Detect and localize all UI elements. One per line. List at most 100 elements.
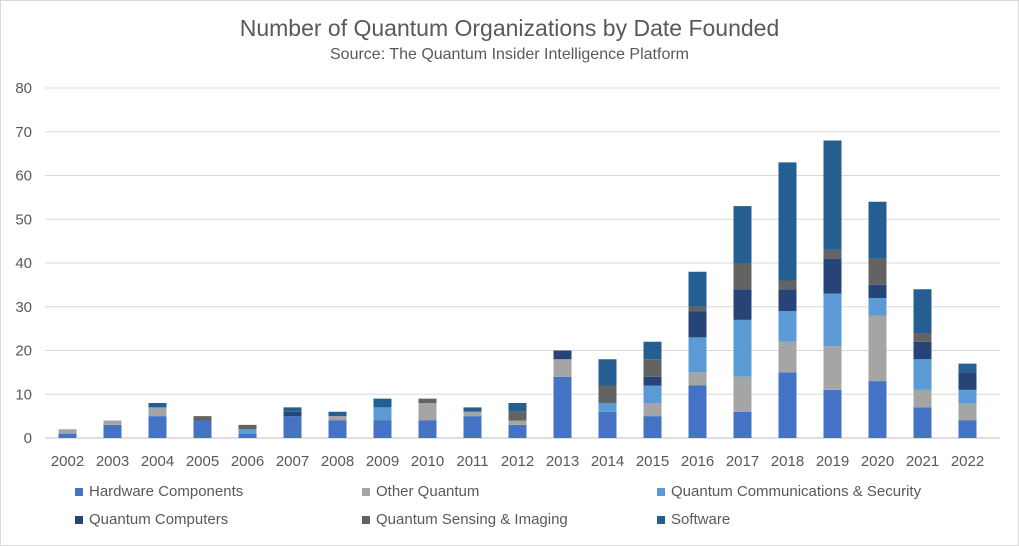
bar-segment-quantum-computers-2019	[823, 258, 842, 294]
bar-segment-hardware-components-2013	[553, 376, 572, 438]
bar-segment-quantum-sensing-imaging-2016	[688, 306, 707, 312]
bar-segment-other-quantum-2008	[328, 416, 347, 421]
x-tick-label: 2005	[186, 453, 219, 470]
bar-segment-other-quantum-2016	[688, 372, 707, 386]
y-tick-label: 40	[15, 255, 32, 272]
legend-label: Quantum Communications & Security	[671, 483, 922, 500]
bar-segment-other-quantum-2019	[823, 346, 842, 390]
bar-segment-quantum-communications-security-2020	[868, 298, 887, 316]
bar-segment-quantum-sensing-imaging-2021	[913, 333, 932, 342]
bar-segment-quantum-computers-2017	[733, 289, 752, 320]
bar-segment-quantum-communications-security-2019	[823, 293, 842, 347]
bar-segment-quantum-sensing-imaging-2010	[418, 398, 437, 403]
bar-segment-quantum-sensing-imaging-2014	[598, 385, 617, 403]
bar-segment-quantum-sensing-imaging-2019	[823, 249, 842, 259]
bar-segment-quantum-communications-security-2009	[373, 407, 392, 421]
bar-segment-quantum-computers-2021	[913, 341, 932, 360]
bar-segment-quantum-communications-security-2021	[913, 359, 932, 390]
bar-segment-quantum-sensing-imaging-2005	[193, 416, 212, 421]
bar-segment-quantum-computers-2020	[868, 284, 887, 298]
legend-label: Hardware Components	[89, 483, 244, 500]
bar-segment-software-2016	[688, 271, 707, 307]
bar-segment-software-2019	[823, 140, 842, 250]
bar-segment-other-quantum-2021	[913, 389, 932, 408]
bar-segment-hardware-components-2012	[508, 424, 527, 438]
legend-item: Hardware Components	[75, 483, 243, 500]
legend-item: Software	[657, 511, 730, 528]
bar-segment-other-quantum-2002	[58, 429, 77, 434]
bar-segment-software-2014	[598, 359, 617, 386]
bar-segment-quantum-communications-security-2014	[598, 403, 617, 412]
bar-segment-quantum-sensing-imaging-2015	[643, 359, 662, 377]
bar-segment-software-2011	[463, 407, 482, 412]
bar-segment-hardware-components-2010	[418, 420, 437, 438]
bar-segment-software-2020	[868, 201, 887, 259]
bar-segment-hardware-components-2006	[238, 433, 257, 438]
bar-segment-quantum-communications-security-2018	[778, 311, 797, 342]
bar-segment-hardware-components-2018	[778, 372, 797, 438]
bar-segment-quantum-computers-2018	[778, 289, 797, 312]
x-tick-label: 2019	[816, 453, 849, 470]
bar-segment-other-quantum-2011	[463, 411, 482, 417]
bar-segment-hardware-components-2016	[688, 385, 707, 438]
bar-segment-hardware-components-2005	[193, 420, 212, 438]
x-tick-label: 2003	[96, 453, 129, 470]
bar-segment-quantum-sensing-imaging-2012	[508, 411, 527, 421]
legend-label: Quantum Sensing & Imaging	[376, 511, 568, 528]
x-tick-label: 2007	[276, 453, 309, 470]
bar-segment-software-2007	[283, 407, 302, 412]
y-tick-label: 30	[15, 299, 32, 316]
legend-item: Quantum Computers	[75, 511, 228, 528]
bar-segment-software-2015	[643, 341, 662, 360]
bar-segment-hardware-components-2022	[958, 420, 977, 438]
bar-segment-quantum-communications-security-2015	[643, 385, 662, 403]
x-tick-label: 2012	[501, 453, 534, 470]
x-tick-label: 2002	[51, 453, 84, 470]
bar-segment-other-quantum-2017	[733, 376, 752, 412]
bar-segment-other-quantum-2010	[418, 403, 437, 421]
x-tick-label: 2022	[951, 453, 984, 470]
bar-segment-quantum-computers-2013	[553, 350, 572, 360]
bar-segment-other-quantum-2004	[148, 407, 167, 417]
bar-segment-other-quantum-2022	[958, 403, 977, 421]
bar-segment-hardware-components-2020	[868, 381, 887, 438]
legend-label: Quantum Computers	[89, 511, 229, 528]
x-tick-label: 2015	[636, 453, 669, 470]
bar-segment-other-quantum-2015	[643, 403, 662, 417]
bar-segment-hardware-components-2011	[463, 416, 482, 438]
bar-segment-software-2004	[148, 403, 167, 408]
bar-segment-hardware-components-2002	[58, 433, 77, 438]
y-tick-label: 50	[15, 211, 32, 228]
legend-label: Software	[671, 511, 731, 528]
x-tick-label: 2013	[546, 453, 579, 470]
bar-segment-hardware-components-2004	[148, 416, 167, 438]
bar-segment-software-2021	[913, 289, 932, 333]
y-tick-label: 20	[15, 343, 32, 360]
x-tick-label: 2004	[141, 453, 174, 470]
bar-segment-quantum-sensing-imaging-2018	[778, 280, 797, 290]
bar-segment-other-quantum-2013	[553, 359, 572, 377]
y-tick-label: 60	[15, 168, 32, 185]
bar-segment-hardware-components-2009	[373, 420, 392, 438]
bar-segment-software-2012	[508, 403, 527, 412]
bar-segment-other-quantum-2018	[778, 341, 797, 373]
bar-segment-quantum-sensing-imaging-2020	[868, 258, 887, 285]
bar-segment-quantum-sensing-imaging-2017	[733, 263, 752, 290]
legend-swatch	[75, 487, 83, 496]
legend-item: Quantum Sensing & Imaging	[362, 511, 568, 528]
bar-segment-software-2009	[373, 398, 392, 408]
bar-segment-quantum-communications-security-2016	[688, 337, 707, 373]
legend-swatch	[657, 515, 665, 524]
legend-item: Quantum Communications & Security	[657, 483, 921, 500]
bar-segment-other-quantum-2020	[868, 315, 887, 382]
bar-segment-hardware-components-2017	[733, 411, 752, 438]
bar-segment-hardware-components-2008	[328, 420, 347, 438]
x-tick-label: 2011	[456, 453, 488, 470]
bar-segment-hardware-components-2007	[283, 416, 302, 438]
x-tick-label: 2014	[591, 453, 624, 470]
bar-segment-hardware-components-2021	[913, 407, 932, 438]
x-tick-label: 2016	[681, 453, 714, 470]
bar-segment-software-2018	[778, 162, 797, 281]
bar-segment-other-quantum-2003	[103, 420, 122, 425]
y-tick-label: 0	[24, 430, 32, 447]
